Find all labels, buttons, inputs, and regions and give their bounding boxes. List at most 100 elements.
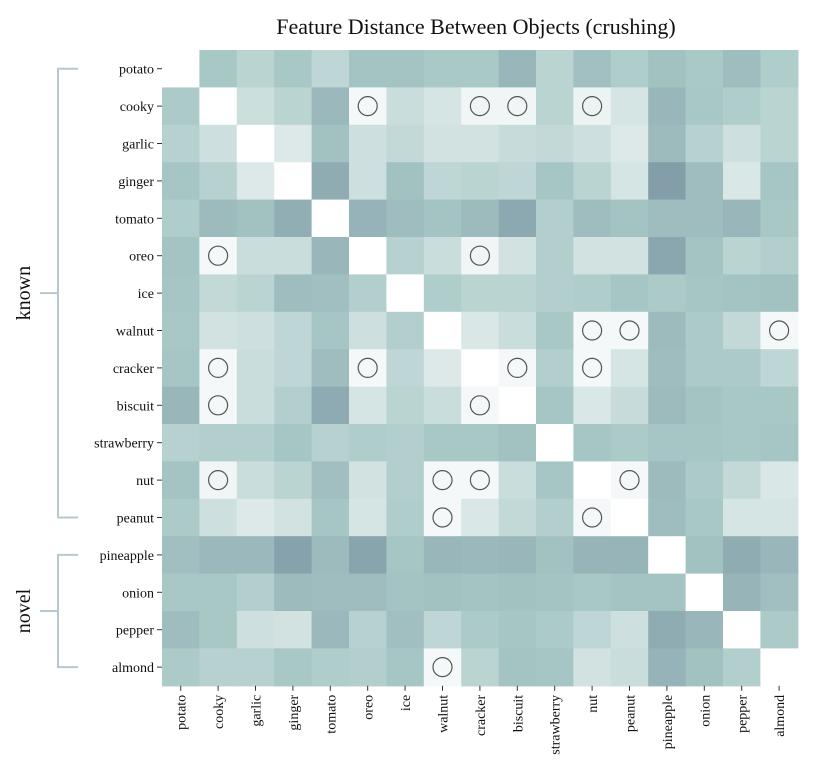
heatmap-cell-cracker-oreo xyxy=(349,349,387,388)
heatmap-cell-strawberry-ginger xyxy=(274,424,313,462)
heatmap-cell-strawberry-onion xyxy=(685,424,724,462)
col-label-tomato: tomato xyxy=(324,695,339,734)
heatmap-cell-biscuit-pepper xyxy=(723,386,761,425)
heatmap-cell-tomato-almond xyxy=(760,199,799,238)
col-label-pepper: pepper xyxy=(736,694,751,732)
heatmap-cell-onion-walnut xyxy=(423,573,462,612)
heatmap-cell-cooky-biscuit xyxy=(498,87,537,126)
heatmap-cell-potato-onion xyxy=(685,50,724,88)
heatmap-cell-onion-ginger xyxy=(274,573,313,612)
heatmap-cell-onion-tomato xyxy=(311,573,350,612)
heatmap-cell-biscuit-tomato xyxy=(311,386,350,425)
heatmap-cell-pepper-cooky xyxy=(199,611,238,649)
row-label-nut: nut xyxy=(136,474,154,489)
match-circle-cooky-nut xyxy=(581,95,603,117)
heatmap-cell-onion-cracker xyxy=(461,573,500,612)
match-circle-biscuit-cracker xyxy=(469,395,490,416)
heatmap-cell-walnut-oreo xyxy=(349,311,387,350)
heatmap-cell-ginger-walnut xyxy=(423,162,462,201)
heatmap-cell-strawberry-nut xyxy=(573,424,612,462)
heatmap-cell-garlic-potato xyxy=(162,124,200,163)
heatmap-cell-cooky-ginger xyxy=(274,87,313,126)
heatmap-cell-oreo-peanut xyxy=(610,237,649,275)
heatmap-cell-potato-potato xyxy=(162,50,200,88)
heatmap-cell-nut-onion xyxy=(685,461,724,500)
heatmap-cell-almond-peanut xyxy=(610,648,649,687)
col-label-pineapple: pineapple xyxy=(661,695,676,749)
match-circles xyxy=(208,95,790,678)
heatmap-cell-ginger-peanut xyxy=(610,162,649,201)
match-circle-peanut-nut xyxy=(581,507,603,528)
heatmap-cell-pineapple-strawberry xyxy=(536,536,574,575)
heatmap-cell-almond-cooky xyxy=(199,648,238,687)
heatmap-cell-pineapple-garlic xyxy=(236,536,275,575)
match-circle-walnut-almond xyxy=(768,320,790,341)
row-label-strawberry: strawberry xyxy=(94,437,154,452)
heatmap-cell-onion-onion xyxy=(685,573,724,612)
heatmap-cell-nut-strawberry xyxy=(536,461,574,500)
heatmap-cell-peanut-onion xyxy=(685,498,724,537)
col-label-walnut: walnut xyxy=(437,695,452,733)
heatmap-cell-onion-garlic xyxy=(236,573,275,612)
heatmap-cell-pepper-ice xyxy=(386,611,425,649)
heatmap-cell-pepper-walnut xyxy=(423,611,462,649)
heatmap-cell-oreo-biscuit xyxy=(498,237,537,275)
heatmap-cell-pepper-almond xyxy=(760,611,799,649)
heatmap-cell-cooky-nut xyxy=(573,87,612,126)
heatmap-cell-potato-biscuit xyxy=(498,50,537,88)
heatmap-cell-walnut-cooky xyxy=(199,311,238,350)
heatmap-cell-garlic-tomato xyxy=(311,124,350,163)
heatmap-cell-ginger-nut xyxy=(573,162,612,201)
heatmap-cell-potato-almond xyxy=(760,50,799,88)
heatmap-cell-nut-pepper xyxy=(723,461,761,500)
match-circle-cooky-oreo xyxy=(357,95,378,117)
heatmap-cell-tomato-tomato xyxy=(311,199,350,238)
heatmap-cell-nut-cooky xyxy=(199,461,238,500)
heatmap-cell-tomato-nut xyxy=(573,199,612,238)
heatmap-cell-garlic-pepper xyxy=(723,124,761,163)
heatmap-cell-walnut-cracker xyxy=(461,311,500,350)
heatmap-cell-walnut-walnut xyxy=(423,311,462,350)
row-label-cracker: cracker xyxy=(113,362,155,377)
match-circle-cracker-nut xyxy=(581,357,603,378)
heatmap-cell-walnut-pineapple xyxy=(648,311,687,350)
heatmap-cell-ice-pineapple xyxy=(648,274,687,313)
heatmap-cell-biscuit-strawberry xyxy=(536,386,574,425)
col-label-garlic: garlic xyxy=(250,695,265,727)
heatmap-cell-almond-strawberry xyxy=(536,648,574,687)
match-circle-cracker-biscuit xyxy=(507,357,528,378)
heatmap-cell-nut-ginger xyxy=(274,461,313,500)
heatmap-cell-strawberry-strawberry xyxy=(536,424,574,462)
row-tick-labels: potato cooky garlic ginger tomato oreo ice waln… xyxy=(94,63,162,676)
heatmap-cells xyxy=(162,50,799,687)
heatmap-cell-pineapple-onion xyxy=(685,536,724,575)
heatmap-cell-strawberry-biscuit xyxy=(498,424,537,462)
heatmap-cell-walnut-almond xyxy=(760,311,799,350)
heatmap-cell-walnut-peanut xyxy=(610,311,649,350)
col-label-potato: potato xyxy=(175,695,190,730)
heatmap-cell-strawberry-almond xyxy=(760,424,799,462)
heatmap-cell-cracker-garlic xyxy=(236,349,275,388)
col-label-biscuit: biscuit xyxy=(511,695,526,732)
heatmap-cell-peanut-garlic xyxy=(236,498,275,537)
heatmap-cell-walnut-potato xyxy=(162,311,200,350)
heatmap-cell-biscuit-peanut xyxy=(610,386,649,425)
row-label-pineapple: pineapple xyxy=(100,549,154,564)
heatmap-cell-oreo-strawberry xyxy=(536,237,574,275)
heatmap-cell-onion-nut xyxy=(573,573,612,612)
heatmap-cell-pepper-tomato xyxy=(311,611,350,649)
match-circle-nut-cracker xyxy=(469,470,490,491)
row-label-potato: potato xyxy=(119,63,154,78)
heatmap-cell-ginger-potato xyxy=(162,162,200,201)
heatmap-cell-walnut-onion xyxy=(685,311,724,350)
heatmap-cell-cracker-biscuit xyxy=(498,349,537,388)
heatmap-cell-almond-potato xyxy=(162,648,200,687)
heatmap-cell-strawberry-ice xyxy=(386,424,425,462)
row-label-cooky: cooky xyxy=(120,100,154,115)
heatmap-cell-cracker-onion xyxy=(685,349,724,388)
heatmap-cell-onion-peanut xyxy=(610,573,649,612)
heatmap-cell-nut-biscuit xyxy=(498,461,537,500)
match-circle-walnut-peanut xyxy=(619,320,640,341)
heatmap-cell-tomato-cooky xyxy=(199,199,238,238)
heatmap-cell-cooky-cracker xyxy=(461,87,500,126)
